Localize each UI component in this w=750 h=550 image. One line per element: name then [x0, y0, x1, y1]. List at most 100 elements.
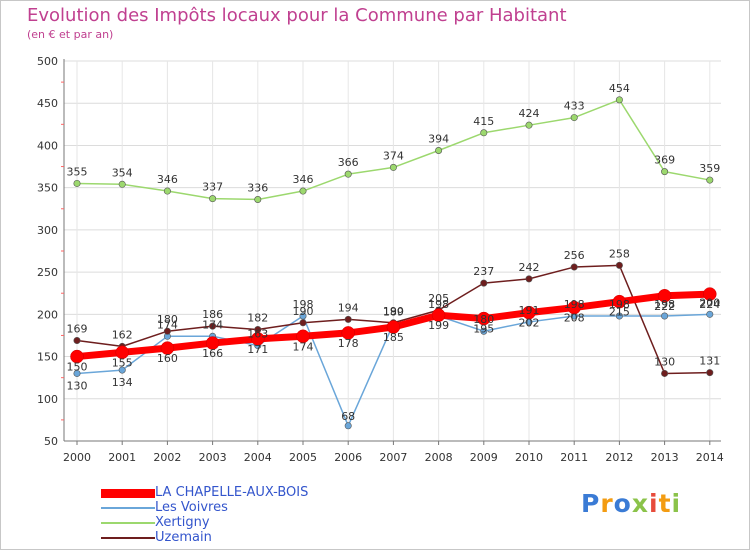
series-point-3-10: [525, 275, 533, 283]
series-point-0-5: [296, 329, 310, 344]
series-point-2-0: [73, 179, 81, 187]
data-label: 198: [609, 298, 630, 311]
brand-letter: o: [613, 489, 632, 518]
data-label: 195: [473, 323, 494, 336]
data-label: 346: [157, 173, 178, 186]
x-tick-label: 2011: [560, 451, 588, 464]
data-label: 180: [473, 313, 494, 326]
y-tick-label: 100: [37, 393, 58, 406]
x-tick-label: 2014: [696, 451, 724, 464]
series-point-3-6: [344, 315, 352, 323]
series-point-2-2: [163, 187, 171, 195]
data-label: 190: [383, 305, 404, 318]
y-tick-label: 450: [37, 97, 58, 110]
x-tick-label: 2008: [425, 451, 453, 464]
data-label: 199: [428, 319, 449, 332]
series-point-2-6: [344, 170, 352, 178]
series-point-2-13: [661, 168, 669, 176]
x-tick-label: 2010: [515, 451, 543, 464]
data-label: 182: [247, 312, 268, 325]
series-point-0-4: [251, 332, 265, 346]
data-label: 130: [67, 379, 88, 392]
data-label: 171: [247, 343, 268, 356]
chart-title: Evolution des Impôts locaux pour la Comm…: [27, 5, 567, 26]
data-label: 163: [247, 328, 268, 341]
series-point-0-6: [341, 326, 355, 340]
series-point-0-8: [431, 308, 446, 322]
data-label: 205: [428, 292, 449, 305]
series-point-3-2: [163, 327, 171, 335]
series-point-0-1: [115, 345, 129, 360]
series-point-1-14: [706, 310, 714, 318]
x-tick-label: 2005: [289, 451, 317, 464]
data-label: 174: [157, 318, 178, 331]
data-label: 415: [473, 115, 494, 128]
y-tick-label: 300: [37, 224, 58, 237]
data-label: 208: [564, 312, 585, 325]
data-label: 258: [609, 247, 630, 260]
brand-letter: i: [649, 489, 659, 518]
data-label: 433: [564, 100, 585, 113]
data-label: 337: [202, 181, 223, 194]
data-label: 242: [519, 261, 540, 274]
series-point-0-10: [522, 305, 536, 320]
series-point-3-13: [661, 369, 669, 377]
series-point-0-11: [567, 300, 581, 315]
series-point-1-6: [344, 422, 352, 430]
data-label: 68: [341, 410, 355, 423]
x-tick-label: 2013: [651, 451, 679, 464]
data-label: 424: [519, 107, 540, 120]
y-tick-label: 50: [44, 435, 58, 448]
legend-label: Uzemain: [155, 530, 212, 545]
x-tick-label: 2001: [108, 451, 136, 464]
series-point-3-3: [209, 322, 217, 330]
data-label: 160: [157, 352, 178, 365]
series-point-1-12: [615, 312, 623, 320]
data-label: 150: [67, 361, 88, 374]
series-point-0-13: [657, 289, 672, 303]
legend-swatch: [101, 488, 155, 498]
legend-label: Xertigny: [155, 515, 210, 530]
brand-letter: P: [581, 489, 601, 518]
y-tick-label: 150: [37, 351, 58, 364]
series-point-1-0: [73, 369, 81, 377]
legend-swatch: [101, 507, 155, 509]
series-point-0-12: [612, 294, 627, 309]
series-point-2-3: [209, 195, 217, 203]
series-point-0-0: [70, 349, 84, 364]
series-point-2-5: [299, 187, 307, 195]
brand-letter: x: [631, 489, 649, 518]
data-label: 222: [654, 300, 675, 313]
brand-letter: i: [671, 489, 682, 518]
data-label: 185: [383, 331, 404, 344]
data-label: 359: [699, 162, 720, 175]
y-tick-label: 200: [37, 308, 58, 321]
data-label: 169: [67, 323, 88, 336]
y-tick-label: 400: [37, 139, 58, 152]
series-point-0-9: [477, 311, 491, 326]
data-label: 134: [112, 376, 133, 389]
series-point-1-5: [299, 312, 307, 320]
series-point-2-7: [389, 163, 397, 171]
legend-label: LA CHAPELLE-AUX-BOIS: [155, 485, 309, 500]
series-point-3-0: [73, 337, 81, 345]
series-point-0-3: [205, 336, 220, 350]
legend-label: Les Voivres: [155, 500, 228, 515]
data-label: 130: [654, 355, 675, 368]
data-label: 131: [699, 355, 720, 368]
data-label: 355: [67, 165, 88, 178]
data-label: 369: [654, 154, 675, 167]
x-tick-label: 2002: [153, 451, 181, 464]
series-point-3-11: [570, 263, 578, 271]
data-label: 224: [699, 298, 720, 311]
data-label: 202: [519, 317, 540, 330]
series-point-3-14: [706, 369, 714, 377]
data-label: 200: [699, 296, 720, 309]
x-tick-label: 2007: [379, 451, 407, 464]
series-point-2-10: [525, 121, 533, 129]
y-tick-label: 350: [37, 182, 58, 195]
series-point-2-12: [615, 96, 623, 104]
y-tick-label: 250: [37, 266, 58, 279]
data-label: 180: [157, 313, 178, 326]
data-label: 198: [564, 298, 585, 311]
